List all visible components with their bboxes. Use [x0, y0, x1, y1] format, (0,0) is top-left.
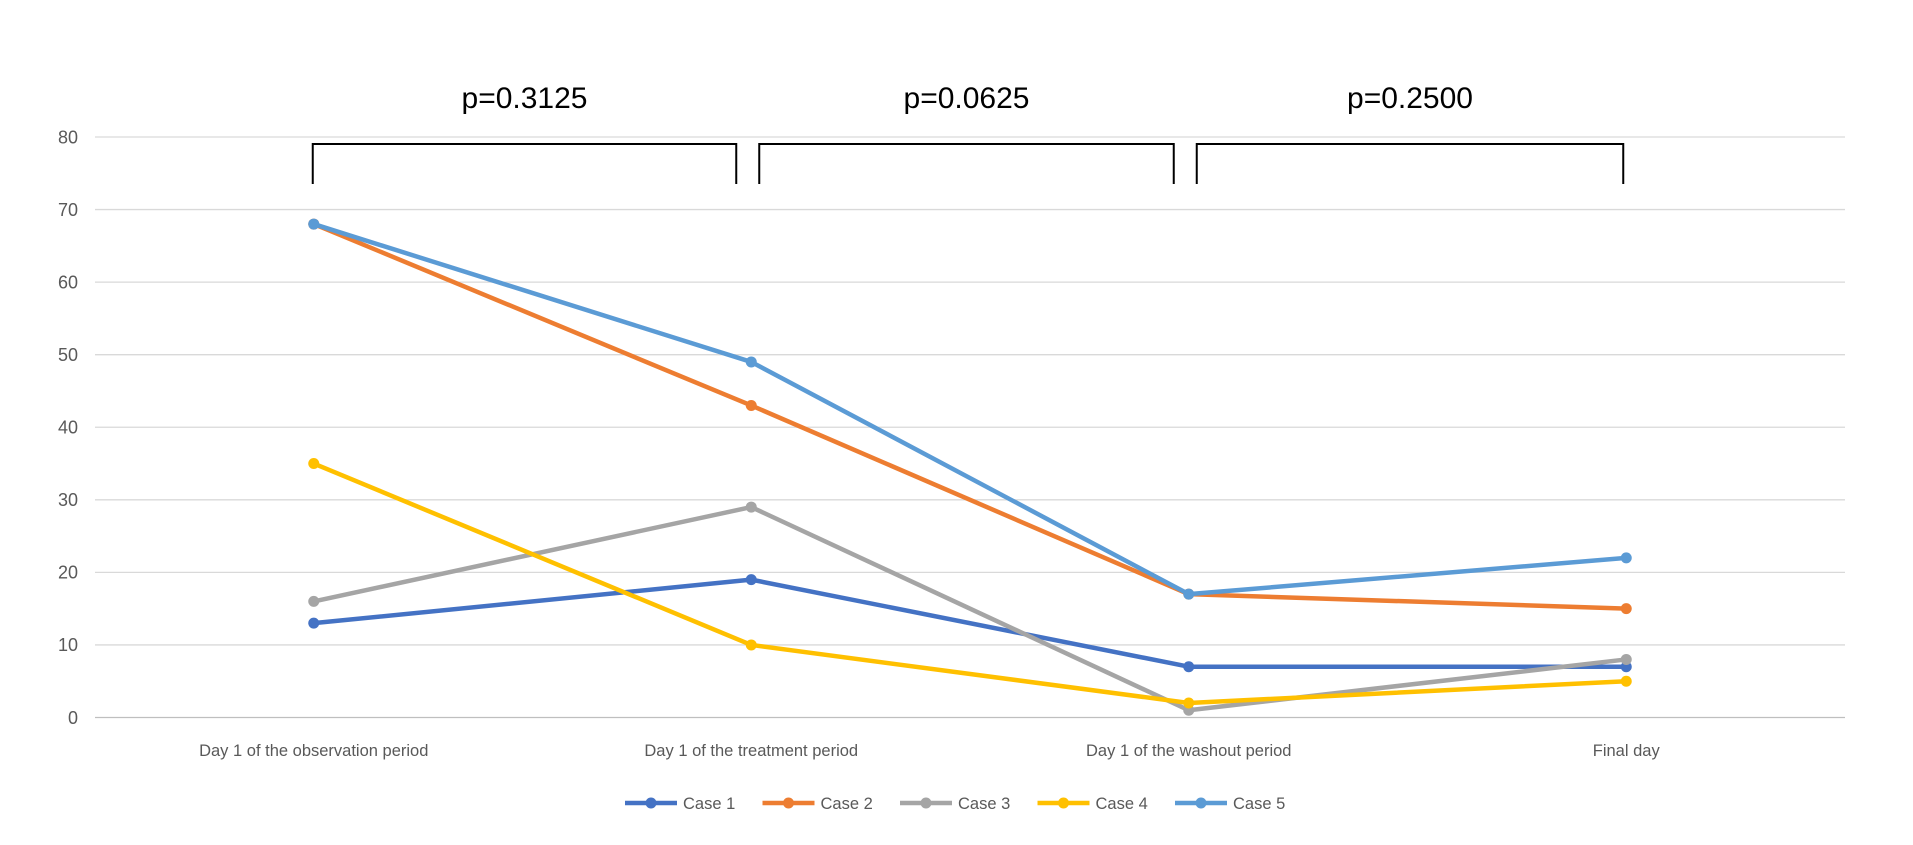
series-line-case-3 [311, 504, 1629, 713]
legend-label: Case 2 [821, 795, 873, 813]
significance-bracket [758, 143, 1175, 184]
series-line-case-1 [311, 577, 1629, 669]
legend-label: Case 4 [1096, 795, 1148, 813]
p-value-annotation: p=0.2500 [1347, 82, 1473, 115]
legend-label: Case 3 [958, 795, 1010, 813]
legend-label: Case 5 [1233, 795, 1285, 813]
y-axis-tick-label: 60 [58, 272, 78, 292]
legend-marker-icon [1058, 797, 1069, 809]
x-axis-label: Day 1 of the treatment period [644, 742, 858, 760]
data-point-marker [745, 399, 757, 411]
data-point-marker [308, 595, 320, 607]
significance-bracket [311, 143, 738, 184]
data-point-marker [745, 501, 757, 513]
legend-marker-icon [783, 797, 794, 809]
p-value-annotation: p=0.3125 [462, 82, 588, 115]
y-axis-tick-label: 50 [58, 345, 78, 365]
y-axis-tick-label: 70 [58, 200, 78, 220]
data-point-marker [1620, 603, 1632, 615]
p-value-annotation: p=0.0625 [904, 82, 1030, 115]
series-line-case-2 [311, 221, 1629, 611]
significance-bracket [1195, 143, 1625, 184]
x-axis-label: Day 1 of the washout period [1086, 742, 1291, 760]
data-point-marker [1620, 552, 1632, 564]
x-axis-label: Day 1 of the observation period [199, 742, 428, 760]
y-axis-tick-label: 30 [58, 490, 78, 510]
y-axis-tick-label: 80 [58, 127, 78, 147]
data-point-marker [745, 574, 757, 586]
legend-marker-icon [920, 797, 932, 809]
y-axis-tick-label: 20 [58, 563, 78, 583]
y-axis-tick-label: 10 [58, 635, 78, 655]
legend-marker-icon [645, 797, 657, 809]
legend-marker-icon [1195, 797, 1207, 809]
series-line-case-4 [311, 461, 1629, 706]
data-point-marker [1620, 675, 1632, 687]
data-point-marker [308, 458, 320, 470]
data-point-marker [308, 617, 320, 629]
y-axis-tick-label: 0 [68, 708, 78, 728]
series-line-case-5 [311, 221, 1629, 597]
data-point-marker [745, 639, 757, 651]
y-axis-tick-label: 40 [58, 418, 78, 438]
data-point-marker [1620, 653, 1632, 665]
data-point-marker [1183, 697, 1195, 709]
x-axis-label: Final day [1593, 742, 1661, 760]
data-point-marker [1183, 588, 1195, 600]
data-point-marker [745, 356, 757, 368]
legend-label: Case 1 [683, 795, 735, 813]
data-point-marker [1183, 661, 1195, 673]
data-point-marker [308, 218, 320, 230]
